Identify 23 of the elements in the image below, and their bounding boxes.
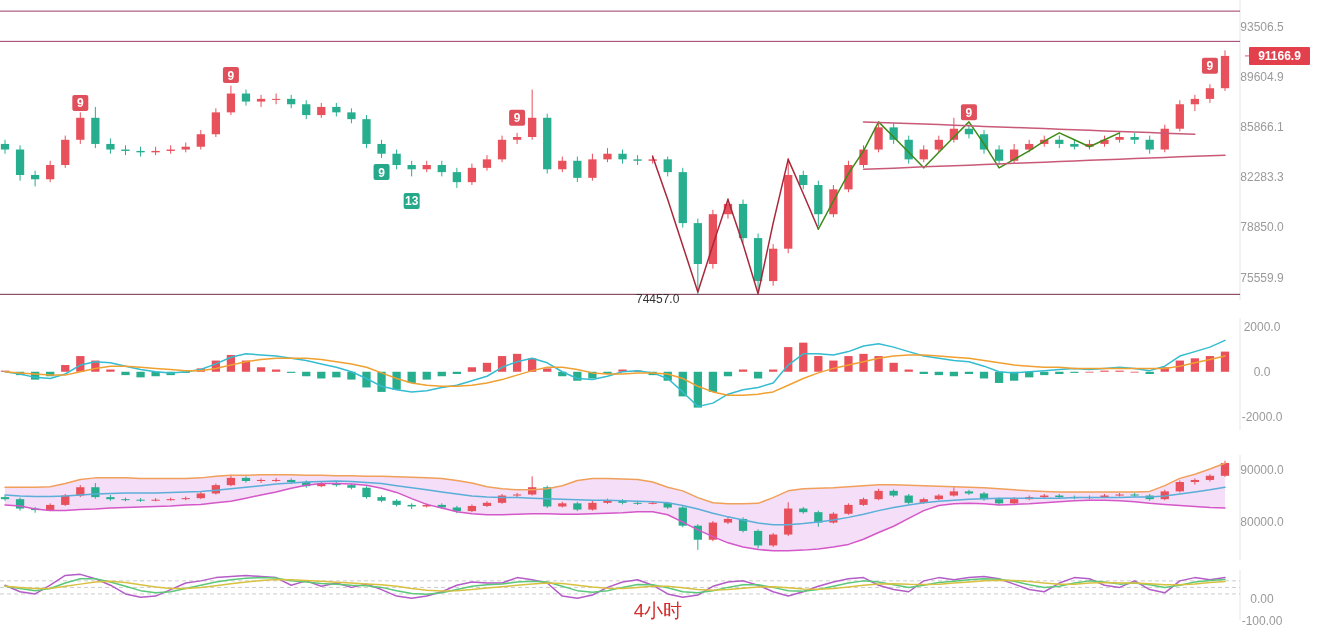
annotation: 9 <box>378 165 386 180</box>
y-tick-label: -2000.0 <box>1241 410 1283 425</box>
ref-line-label: 74457.0 <box>636 292 680 307</box>
y-tick-label: 85866.1 <box>1240 119 1285 134</box>
y-tick-label: 75559.9 <box>1240 270 1285 285</box>
y-tick-label: 82283.3 <box>1240 170 1285 185</box>
annotation: 9 <box>76 96 84 111</box>
y-tick-label: 0.00 <box>1250 591 1274 606</box>
annotation: 4小时 <box>633 600 683 621</box>
y-tick-label: 90000.0 <box>1240 462 1285 477</box>
annotation: 9 <box>965 105 973 120</box>
y-tick-label: 80000.0 <box>1240 514 1285 529</box>
annotation: 9 <box>513 111 521 126</box>
annotation: 9 <box>227 68 235 83</box>
y-tick-label: 2000.0 <box>1243 320 1281 335</box>
y-tick-label: -100.00 <box>1241 613 1283 628</box>
annotation: 9 <box>1206 59 1214 74</box>
annotation: 13 <box>404 194 419 209</box>
y-tick-label: 78850.0 <box>1240 220 1285 235</box>
y-tick-label: 89604.9 <box>1240 69 1285 84</box>
y-tick-label: 0.0 <box>1253 365 1271 380</box>
text: 91166.9 <box>1258 49 1302 64</box>
y-tick-label: 93506.5 <box>1240 19 1285 34</box>
